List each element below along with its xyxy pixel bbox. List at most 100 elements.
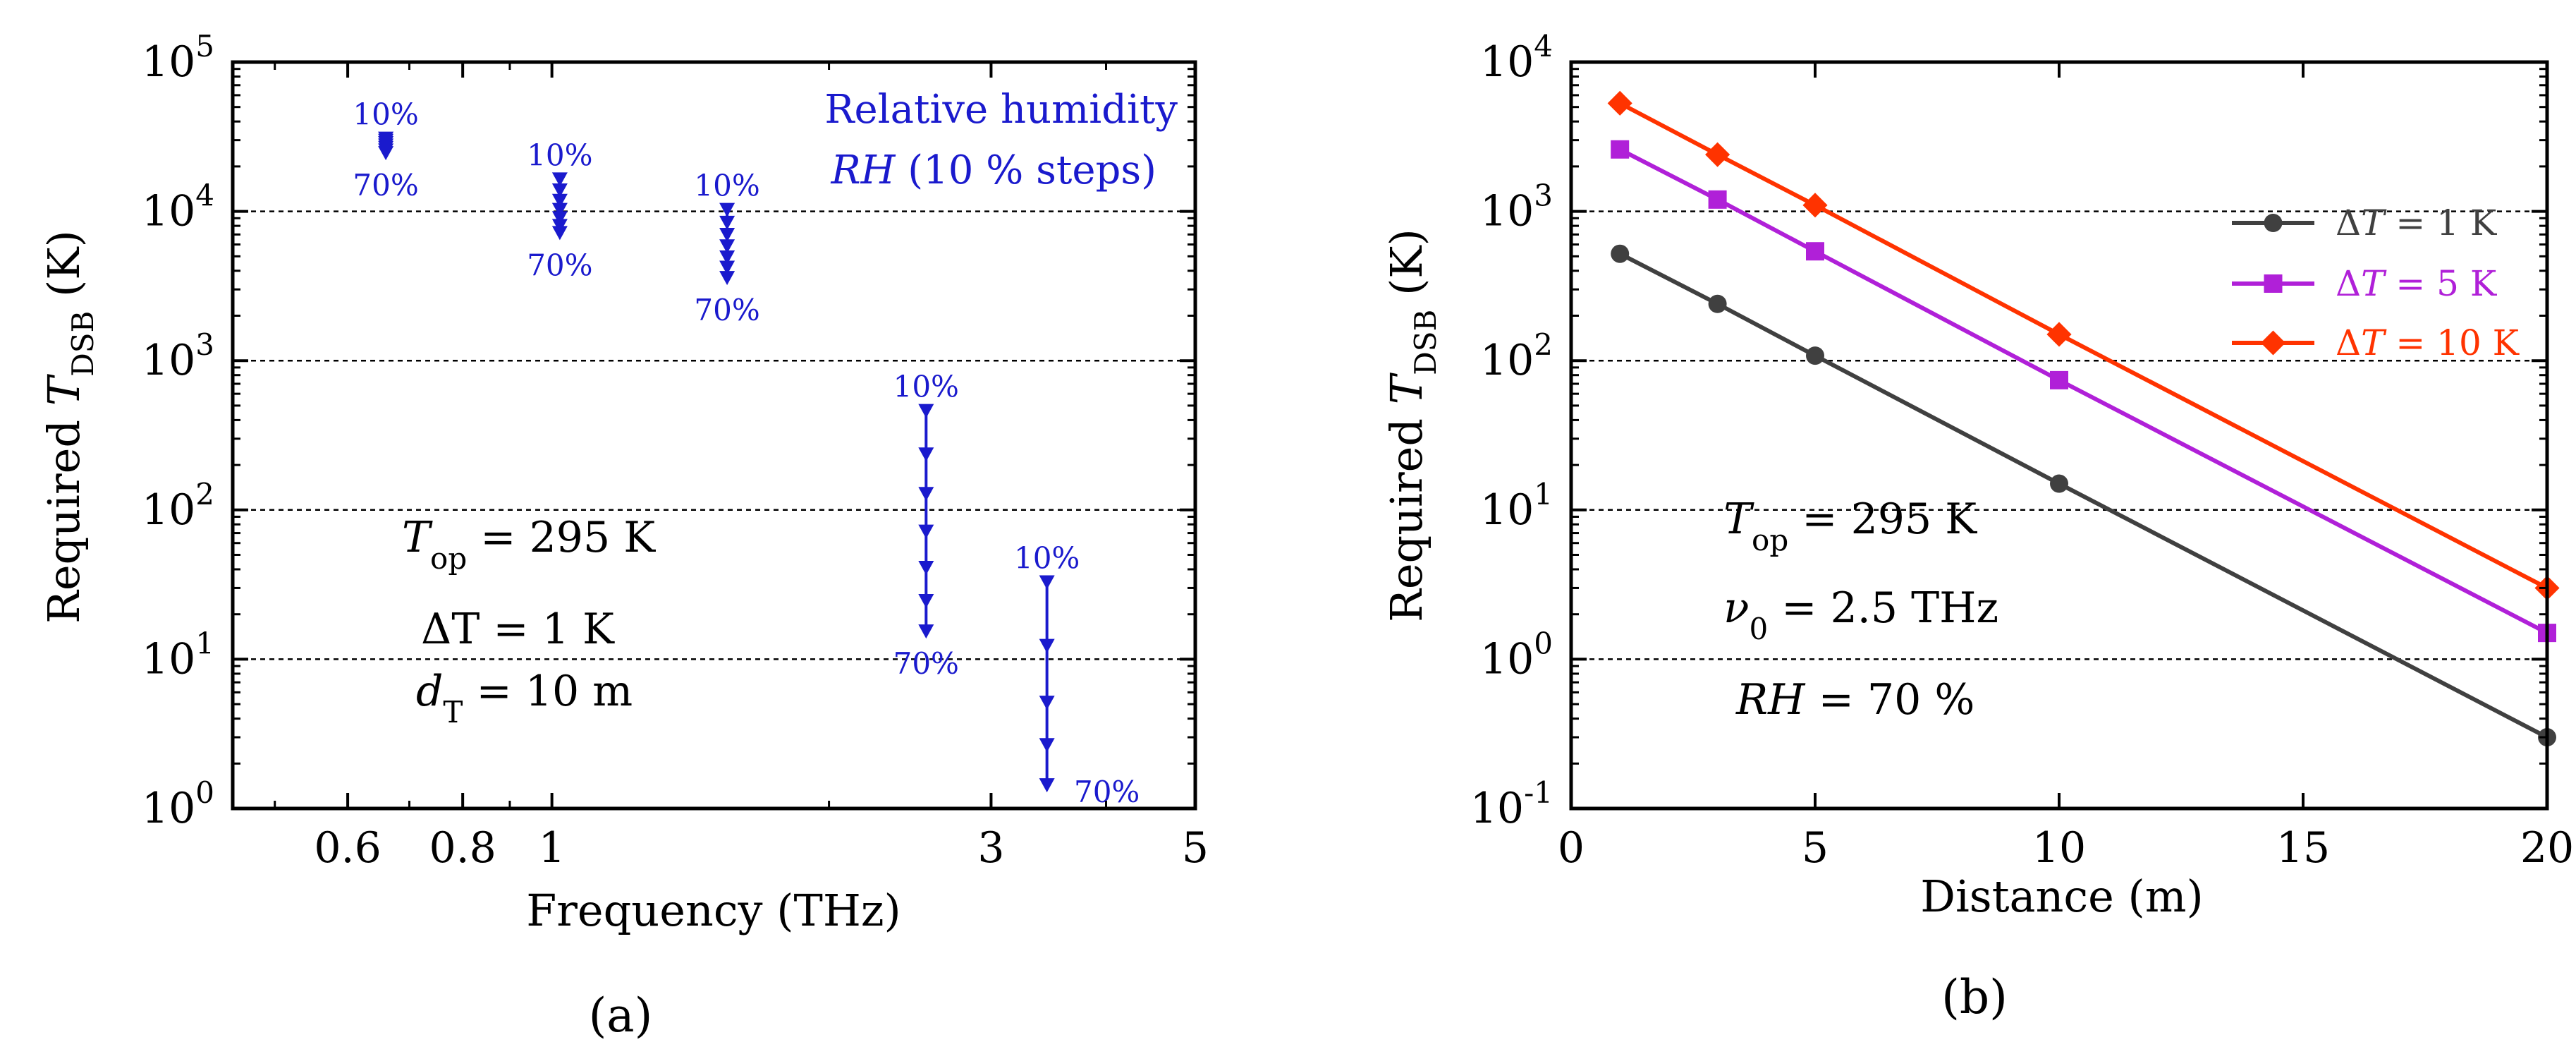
data-point-triangle <box>1039 738 1055 753</box>
marker-circle <box>2050 474 2068 493</box>
series-label-bottom: 70% <box>527 248 592 282</box>
annotation-d-t: dT = 10 m <box>416 667 633 729</box>
data-point-triangle <box>918 524 934 539</box>
data-point-triangle <box>918 593 934 608</box>
series-label-bottom: 70% <box>694 293 759 327</box>
legend: ΔT = 1 K ΔT = 5 K ΔT = 10 K <box>2232 202 2520 363</box>
y-tick-label: 105 <box>142 29 214 87</box>
y-tick-label: 100 <box>1480 626 1553 684</box>
x-tick-label: 1 <box>539 823 566 873</box>
data-point-triangle <box>719 228 735 243</box>
legend-label: ΔT = 1 K <box>2336 202 2498 243</box>
x-tick-label: 0.6 <box>314 823 381 873</box>
legend-entry: ΔT = 1 K <box>2232 202 2498 243</box>
humidity-series: 10% 70% <box>353 97 418 203</box>
line-series <box>1611 140 2556 643</box>
marker-circle <box>2264 214 2283 232</box>
humidity-series: 10%70% <box>527 138 592 282</box>
panel-label: (a) <box>589 988 653 1043</box>
legend-line-2: RH (10 % steps) <box>830 147 1156 193</box>
data-series: 10%70%10%70%10%70%10%70%10%70% <box>353 97 1140 809</box>
y-axis-label: Required TDSB (K) <box>38 230 100 624</box>
data-point-triangle <box>918 487 934 502</box>
annotation-delta-t: ΔT = 1 K <box>421 605 615 654</box>
data-point-triangle <box>719 202 735 217</box>
marker-diamond <box>1802 193 1828 218</box>
marker-circle <box>1806 346 1824 365</box>
annotations: Top = 295 K ν0 = 2.5 THz RH = 70 % <box>1723 495 1998 725</box>
data-point-triangle <box>719 250 735 265</box>
series-label-bottom: 70% <box>893 646 959 681</box>
x-tick-label: 15 <box>2276 823 2330 873</box>
marker-circle <box>1708 294 1727 313</box>
marker-diamond <box>2046 322 2072 347</box>
legend-label: ΔT = 10 K <box>2336 322 2520 363</box>
annotations: Top = 295 K ΔT = 1 K dT = 10 m <box>402 513 656 729</box>
annotation-nu0: ν0 = 2.5 THz <box>1723 583 1998 646</box>
series-label-top: 10% <box>1014 541 1080 576</box>
y-tick-label: 102 <box>1480 327 1553 385</box>
series-label-bottom: 70% <box>353 168 418 202</box>
data-point-triangle <box>719 271 735 286</box>
data-point-triangle <box>719 260 735 275</box>
data-point-triangle <box>551 226 568 241</box>
legend: Relative humidity RH (10 % steps) <box>824 87 1178 193</box>
marker-square <box>1806 242 1824 261</box>
y-tick-label: 103 <box>1480 178 1553 236</box>
data-series <box>1607 90 2560 747</box>
line-series <box>1607 90 2560 600</box>
axes: 10-1 100 101 102 103 104 0 5 10 15 20 <box>1470 29 2574 873</box>
y-tick-label: 103 <box>142 327 214 385</box>
y-tick-label: 101 <box>142 626 214 684</box>
data-point-triangle <box>918 404 934 418</box>
legend-entry: ΔT = 5 K <box>2232 263 2498 304</box>
legend-label: ΔT = 5 K <box>2336 263 2498 304</box>
legend-line-1: Relative humidity <box>824 87 1178 133</box>
x-tick-label: 0 <box>1558 823 1585 873</box>
data-point-triangle <box>378 146 394 161</box>
annotation-rh: RH = 70 % <box>1735 675 1974 725</box>
marker-square <box>2264 274 2283 293</box>
data-point-triangle <box>551 172 568 187</box>
y-tick-label: 104 <box>1480 29 1553 87</box>
humidity-series: 10%70% <box>1014 541 1140 810</box>
marker-square <box>1708 190 1727 209</box>
series-label-top: 10% <box>694 169 759 203</box>
y-tick-label: 100 <box>142 775 214 833</box>
data-point-triangle <box>551 183 568 198</box>
gridlines <box>1571 210 2547 660</box>
y-tick-label: 102 <box>142 477 214 535</box>
y-tick-label: 101 <box>1480 477 1553 535</box>
x-axis-label: Frequency (THz) <box>526 885 901 936</box>
data-point-triangle <box>1039 778 1055 793</box>
series-label-top: 10% <box>893 370 959 404</box>
data-point-triangle <box>918 447 934 462</box>
annotation-t-op: Top = 295 K <box>1723 495 1977 557</box>
axes: 100 101 102 103 104 105 0.6 0.8 1 3 5 <box>142 29 1209 873</box>
y-tick-label: 10-1 <box>1470 775 1553 833</box>
data-point-triangle <box>551 202 568 217</box>
series-label-top: 10% <box>353 97 418 132</box>
data-point-triangle <box>551 211 568 226</box>
marker-diamond <box>1705 142 1730 167</box>
panel-a: 10%70%10%70%10%70%10%70%10%70% 100101102… <box>38 29 1209 1043</box>
line-series <box>1611 244 2556 747</box>
marker-square <box>1611 140 1630 159</box>
annotation-t-op: Top = 295 K <box>402 513 656 576</box>
x-tick-label: 20 <box>2520 823 2574 873</box>
marker-diamond <box>2260 330 2286 356</box>
data-point-triangle <box>1039 575 1055 590</box>
data-point-triangle <box>1039 696 1055 710</box>
gridlines <box>233 210 1195 660</box>
data-point-triangle <box>918 624 934 639</box>
data-point-triangle <box>918 561 934 576</box>
x-tick-label: 10 <box>2032 823 2086 873</box>
plot-frame <box>231 60 1197 811</box>
data-point-triangle <box>1039 638 1055 653</box>
humidity-series: 10% 70% <box>893 370 959 682</box>
x-axis-label: Distance (m) <box>1920 871 2203 922</box>
y-tick-label: 104 <box>142 178 214 236</box>
x-tick-label: 3 <box>977 823 1004 873</box>
